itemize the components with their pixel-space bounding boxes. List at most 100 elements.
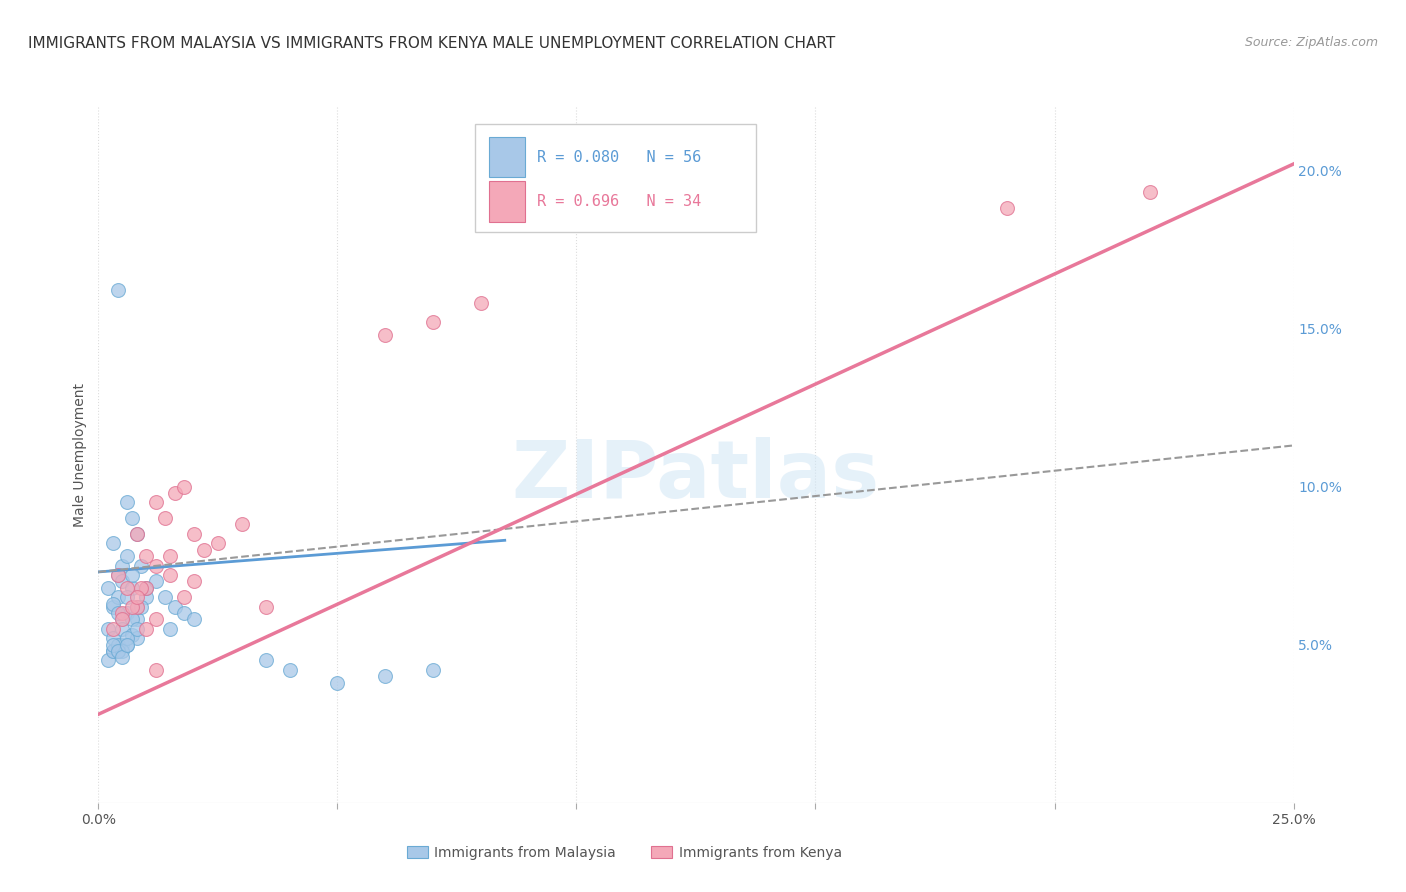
Point (121, 612, 143, 626)
Point (111, 638, 134, 652)
Point (115, 581, 138, 595)
Point (115, 632, 138, 646)
Point (101, 622, 124, 636)
Point (254, 599, 277, 614)
Point (97, 653, 120, 667)
Point (135, 591, 157, 605)
Point (101, 644, 124, 658)
Point (125, 527, 148, 541)
Text: Source: ZipAtlas.com: Source: ZipAtlas.com (1244, 36, 1378, 49)
Point (121, 628, 143, 642)
Text: IMMIGRANTS FROM MALAYSIA VS IMMIGRANTS FROM KENYA MALE UNEMPLOYMENT CORRELATION : IMMIGRANTS FROM MALAYSIA VS IMMIGRANTS F… (28, 36, 835, 51)
Point (125, 632, 148, 646)
Point (111, 612, 134, 626)
Point (145, 495, 167, 509)
Point (422, 315, 444, 329)
Point (1139, 186, 1161, 200)
Point (207, 536, 229, 550)
Point (107, 568, 129, 582)
Point (107, 284, 129, 298)
Point (107, 644, 129, 658)
Point (135, 581, 157, 595)
Point (135, 581, 157, 595)
Point (183, 574, 205, 589)
Point (121, 568, 143, 582)
Point (115, 638, 138, 652)
Point (254, 653, 277, 667)
FancyBboxPatch shape (489, 137, 524, 178)
Point (131, 581, 153, 595)
Point (121, 581, 143, 595)
Point (115, 495, 138, 509)
Point (145, 574, 167, 589)
Point (115, 591, 138, 605)
Point (173, 606, 195, 620)
Point (155, 591, 177, 605)
Point (155, 511, 177, 525)
Point (159, 568, 181, 582)
Point (145, 612, 167, 626)
Point (111, 612, 134, 626)
Text: R = 0.080   N = 56: R = 0.080 N = 56 (537, 150, 702, 165)
Point (121, 599, 143, 614)
Point (115, 638, 138, 652)
Point (470, 296, 492, 310)
Point (995, 201, 1018, 215)
Point (125, 599, 148, 614)
Point (111, 574, 134, 589)
Point (125, 591, 148, 605)
Point (131, 558, 153, 573)
Point (101, 599, 124, 614)
Point (135, 549, 157, 563)
Point (145, 663, 167, 677)
Point (111, 650, 134, 665)
Point (374, 327, 396, 342)
Point (125, 599, 148, 614)
Point (183, 612, 205, 626)
Point (135, 622, 157, 636)
Text: ZIPatlas: ZIPatlas (512, 437, 880, 515)
Point (101, 536, 124, 550)
Point (145, 558, 167, 573)
Point (173, 479, 195, 493)
Text: R = 0.696   N = 34: R = 0.696 N = 34 (537, 194, 702, 209)
Point (163, 486, 186, 500)
Point (101, 597, 124, 611)
Point (125, 612, 148, 626)
Point (131, 599, 153, 614)
Point (107, 638, 129, 652)
Point (422, 663, 444, 677)
Point (111, 622, 134, 636)
Point (159, 549, 181, 563)
Point (107, 591, 129, 605)
Point (101, 632, 124, 646)
Point (115, 606, 138, 620)
Point (125, 527, 148, 541)
Point (107, 644, 129, 658)
Point (374, 669, 396, 683)
Point (159, 622, 181, 636)
Point (111, 606, 134, 620)
Point (278, 663, 301, 677)
Point (163, 599, 186, 614)
Point (101, 644, 124, 658)
Point (111, 644, 134, 658)
Point (97, 622, 120, 636)
Y-axis label: Male Unemployment: Male Unemployment (73, 383, 87, 527)
Point (107, 606, 129, 620)
Point (231, 517, 253, 532)
Legend: Immigrants from Malaysia, Immigrants from Kenya: Immigrants from Malaysia, Immigrants fro… (401, 840, 848, 865)
Point (125, 622, 148, 636)
FancyBboxPatch shape (475, 124, 756, 232)
Point (183, 527, 205, 541)
Point (193, 542, 215, 557)
Point (173, 591, 195, 605)
Point (101, 638, 124, 652)
Point (111, 558, 134, 573)
Point (326, 675, 349, 690)
Point (115, 549, 138, 563)
FancyBboxPatch shape (489, 181, 524, 222)
Point (97, 581, 120, 595)
Point (121, 511, 143, 525)
Point (107, 568, 129, 582)
